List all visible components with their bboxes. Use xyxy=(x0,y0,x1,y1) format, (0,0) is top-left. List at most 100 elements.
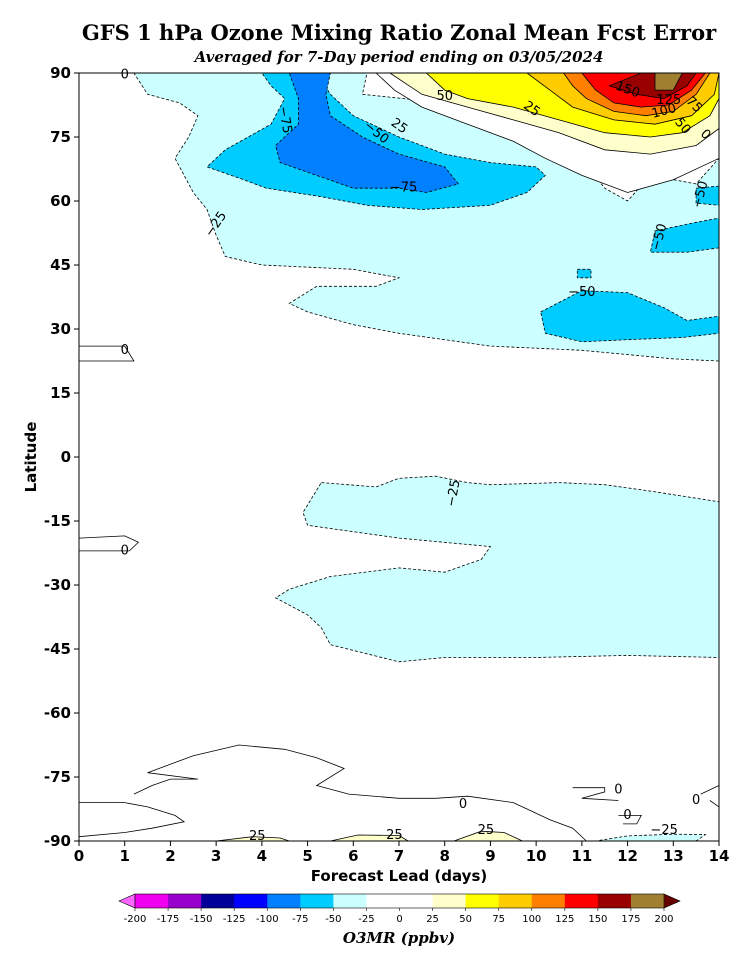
chart-title: GFS 1 hPa Ozone Mixing Ratio Zonal Mean … xyxy=(82,20,717,45)
x-tick-label-2: 2 xyxy=(165,847,175,865)
colorbar-tick-label-15: 175 xyxy=(621,914,640,925)
contour-label-1: −75 xyxy=(275,105,295,135)
contour-label-12: −75 xyxy=(390,181,417,196)
x-tick-label-3: 3 xyxy=(211,847,221,865)
y-tick-label-0: 90 xyxy=(50,64,71,82)
x-tick-label-10: 10 xyxy=(526,847,547,865)
y-tick-label-5: 15 xyxy=(50,384,71,402)
contour-label-14: −50 xyxy=(690,179,712,209)
colorbar-swatch-15 xyxy=(630,894,665,908)
y-tick-label-1: 75 xyxy=(50,128,71,146)
contour-label-17: 0 xyxy=(121,343,129,358)
contour-label-27: 25 xyxy=(478,823,495,838)
x-tick-label-9: 9 xyxy=(485,847,495,865)
colorbar-tick-label-5: -75 xyxy=(292,914,308,925)
colorbar-tick-label-2: -150 xyxy=(190,914,213,925)
contour-label-0: 0 xyxy=(121,68,129,83)
colorbar: -200 -175 -150 -125 -100 -75 -50 -25 0 25 50 75 100 1… xyxy=(118,893,681,925)
colorbar-tick-label-14: 150 xyxy=(588,914,607,925)
colorbar-tick-label-1: -175 xyxy=(157,914,180,925)
colorbar-tick-label-13: 125 xyxy=(555,914,574,925)
y-axis: 90 75 60 45 30 15 0 -15 -30 -45 -60 -75 -90 xyxy=(44,64,79,850)
x-tick-label-0: 0 xyxy=(74,847,84,865)
contour-label-16: −50 xyxy=(568,285,595,300)
contour-line-0 xyxy=(79,345,135,362)
y-tick-label-9: -45 xyxy=(44,640,71,658)
x-tick-label-6: 6 xyxy=(348,847,358,865)
contour-label-20: 0 xyxy=(459,797,467,812)
x-tick-label-8: 8 xyxy=(439,847,449,865)
contour-line-2 xyxy=(78,802,186,838)
y-axis-label: Latitude xyxy=(22,422,40,493)
contour-label-25: 25 xyxy=(249,829,266,844)
colorbar-swatch-4 xyxy=(267,894,301,908)
colorbar-swatch-3 xyxy=(234,894,268,908)
colorbar-swatch-8 xyxy=(399,894,433,908)
contour-lines xyxy=(78,345,720,842)
contour-line-5 xyxy=(572,787,619,801)
y-tick-label-7: -15 xyxy=(44,512,71,530)
colorbar-swatch-14 xyxy=(597,894,632,908)
contour-line-6 xyxy=(618,815,642,825)
colorbar-swatch-12 xyxy=(531,894,566,908)
y-tick-label-2: 60 xyxy=(50,192,71,210)
colorbar-tick-label-16: 200 xyxy=(654,914,673,925)
colorbar-tick-label-8: 0 xyxy=(396,914,402,925)
y-tick-label-6: 0 xyxy=(61,448,71,466)
contour-region-19 xyxy=(595,833,707,842)
contour-label-19: 0 xyxy=(121,543,129,558)
colorbar-swatch-2 xyxy=(201,894,235,908)
contour-label-26: 25 xyxy=(386,828,403,843)
colorbar-swatch-5 xyxy=(300,894,334,908)
x-tick-label-7: 7 xyxy=(394,847,404,865)
x-tick-label-4: 4 xyxy=(257,847,267,865)
x-axis-label: Forecast Lead (days) xyxy=(311,867,487,885)
contour-label-22: 0 xyxy=(623,808,631,823)
contour-region-2 xyxy=(206,72,546,210)
contour-line-7 xyxy=(700,784,720,808)
colorbar-swatch-9 xyxy=(432,894,466,908)
contour-label-15: −50 xyxy=(649,222,671,252)
contour-label-8: 100 xyxy=(650,101,678,122)
y-tick-label-11: -75 xyxy=(44,768,71,786)
x-tick-label-5: 5 xyxy=(302,847,312,865)
colorbar-label: O3MR (ppbv) xyxy=(343,929,455,947)
colorbar-swatch-13 xyxy=(564,894,599,908)
contour-label-23: 0 xyxy=(692,793,700,808)
x-tick-label-14: 14 xyxy=(709,847,730,865)
colorbar-swatch-11 xyxy=(498,894,533,908)
colorbar-tick-label-4: -100 xyxy=(256,914,279,925)
contour-line-4 xyxy=(133,772,198,795)
y-tick-label-8: -30 xyxy=(44,576,71,594)
contour-label-7: 125 xyxy=(656,93,681,108)
colorbar-tick-label-6: -50 xyxy=(325,914,341,925)
contour-region-7 xyxy=(576,268,592,279)
colorbar-over-arrow xyxy=(663,893,681,909)
colorbar-tick-label-9: 25 xyxy=(426,914,439,925)
contour-label-24: −25 xyxy=(650,823,677,838)
contour-label-4: 50 xyxy=(436,89,453,104)
colorbar-swatch-6 xyxy=(333,894,367,908)
colorbar-tick-label-11: 75 xyxy=(492,914,505,925)
y-tick-label-10: -60 xyxy=(44,704,71,722)
colorbar-under-arrow xyxy=(118,893,136,909)
colorbar-tick-label-3: -125 xyxy=(223,914,246,925)
y-tick-label-3: 45 xyxy=(50,256,71,274)
colorbar-tick-label-7: -25 xyxy=(358,914,374,925)
x-tick-label-1: 1 xyxy=(119,847,129,865)
contour-region-6 xyxy=(540,290,720,343)
colorbar-tick-label-10: 50 xyxy=(459,914,472,925)
colorbar-swatch-10 xyxy=(465,894,499,908)
contour-region-3 xyxy=(275,72,460,193)
contour-region-1 xyxy=(274,475,720,663)
contour-line-3 xyxy=(147,744,587,842)
contour-label-21: 0 xyxy=(614,782,622,797)
x-axis: 0 1 2 3 4 5 6 7 8 9 10 11 12 13 14 xyxy=(74,841,730,865)
colorbar-swatch-1 xyxy=(168,894,202,908)
colorbar-swatch-0 xyxy=(135,894,169,908)
colorbar-tick-label-12: 100 xyxy=(522,914,541,925)
x-tick-label-12: 12 xyxy=(617,847,638,865)
x-tick-label-11: 11 xyxy=(571,847,592,865)
